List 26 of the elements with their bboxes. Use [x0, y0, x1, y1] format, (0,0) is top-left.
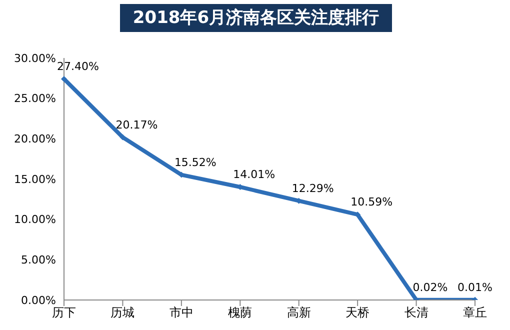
y-tick-label: 0.00% — [21, 294, 56, 307]
x-tick-label: 天桥 — [346, 306, 370, 320]
data-label: 10.59% — [350, 196, 393, 209]
y-tick-label: 15.00% — [14, 172, 56, 186]
x-tick-label: 槐荫 — [228, 306, 252, 320]
x-tick-label: 长清 — [404, 306, 428, 320]
y-tick-label: 5.00% — [21, 254, 56, 267]
x-tick-label: 高新 — [286, 306, 311, 320]
data-label: 20.17% — [116, 118, 158, 132]
data-label: 27.40% — [57, 60, 99, 73]
data-label: 0.02% — [412, 280, 448, 294]
data-label: 12.29% — [292, 182, 334, 195]
point — [61, 76, 67, 82]
y-tick-label: 10.00% — [14, 213, 56, 226]
point — [120, 134, 126, 140]
chart-title: 2018年6月济南各区关注度排行 — [120, 4, 392, 32]
x-tick-label: 章丘 — [463, 306, 487, 320]
x-tick-label: 市中 — [169, 306, 194, 320]
data-label: 15.52% — [174, 156, 216, 169]
x-tick-label: 历城 — [110, 306, 135, 320]
x-tick-label: 历下 — [52, 306, 76, 320]
y-tick-label: 20.00% — [14, 132, 56, 146]
y-tick-label: 30.00% — [14, 52, 56, 65]
y-tick-label: 25.00% — [14, 92, 56, 106]
data-label: 0.01% — [458, 280, 492, 294]
data-label: 14.01% — [233, 168, 276, 181]
